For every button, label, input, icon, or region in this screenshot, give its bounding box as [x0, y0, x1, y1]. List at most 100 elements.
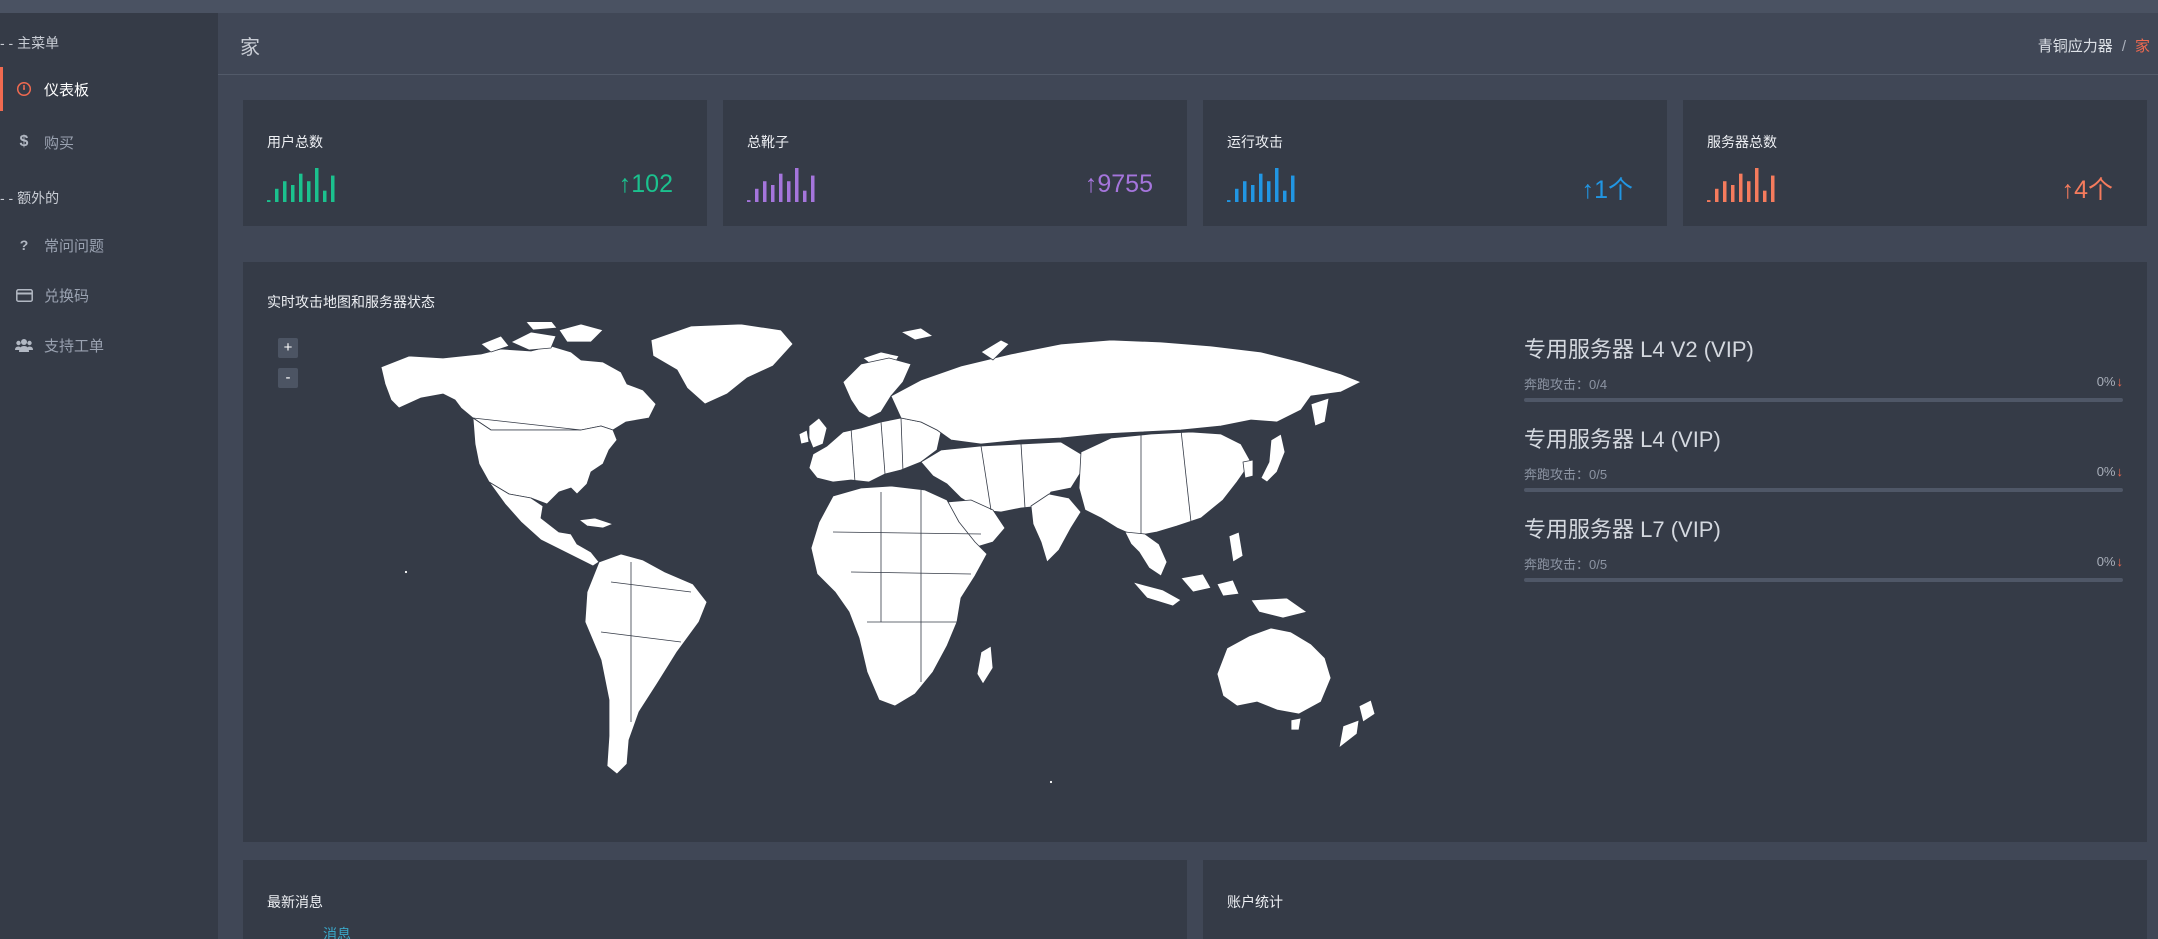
sidebar-item-redeem[interactable]: 兑换码: [0, 273, 218, 317]
server-name: 专用服务器 L4 (VIP): [1524, 427, 1721, 452]
server-status-row: 专用服务器 L4 V2 (VIP) 奔跑攻击：0/4 0%↓: [1524, 332, 2123, 422]
server-load-percent: 0%↓: [2097, 374, 2123, 389]
map-panel-title: 实时攻击地图和服务器状态: [267, 294, 435, 310]
stat-number: 1个: [1594, 176, 1633, 204]
sidebar-section-main: - - 主菜单: [0, 35, 60, 51]
sidebar-item-label: 购买: [44, 134, 75, 152]
sidebar-item-faq[interactable]: ? 常问问题: [0, 223, 218, 267]
server-load-bar: [1524, 488, 2123, 492]
arrow-up-icon: ↑: [618, 170, 632, 198]
breadcrumb-root[interactable]: 青铜应力器: [2037, 38, 2113, 55]
map-region-australia: [1216, 627, 1332, 715]
map-region-arctic-islands-3: [480, 335, 510, 353]
stat-title: 服务器总数: [1707, 134, 1777, 150]
map-region-new-zealand-north: [1358, 699, 1376, 723]
world-map[interactable]: [381, 322, 1381, 842]
dollar-icon: $: [19, 133, 29, 150]
server-percent-value: 0%: [2096, 464, 2116, 479]
spark-bar: [1715, 188, 1719, 202]
map-region-islands-south: [1049, 780, 1053, 784]
spark-bar: [1771, 175, 1775, 202]
spark-bar: [1283, 190, 1287, 202]
sidebar-item-support[interactable]: 支持工单: [0, 323, 218, 367]
spark-bar: [1755, 168, 1759, 202]
sidebar-item-label: 支持工单: [44, 337, 105, 355]
news-item[interactable]: 消息: [323, 926, 351, 939]
map-region-europe: [808, 417, 942, 483]
map-region-indonesia-1: [1132, 581, 1182, 607]
sidebar-section-extra: - - 额外的: [0, 190, 60, 206]
spark-bar: [291, 185, 295, 202]
map-borders: [472, 417, 1192, 722]
map-region-svalbard: [900, 327, 934, 341]
arrow-up-icon: ↑: [2061, 176, 2075, 204]
spark-bar: [1739, 173, 1743, 202]
spark-bar: [283, 181, 287, 202]
stat-card-boots: 总靴子 ↑9755: [723, 100, 1187, 226]
users-icon: [12, 338, 36, 352]
server-status-list: 专用服务器 L4 V2 (VIP) 奔跑攻击：0/4 0%↓ 专用服务器 L4 …: [1524, 332, 2123, 602]
spark-bar: [1723, 181, 1727, 202]
sidebar-item-label: 兑换码: [44, 287, 90, 305]
server-percent-value: 0%: [2096, 374, 2116, 389]
credit-card-icon: [12, 288, 36, 302]
server-load-percent: 0%↓: [2097, 554, 2123, 569]
zoom-in-button[interactable]: +: [278, 338, 298, 358]
stat-value: ↑4个: [2062, 170, 2113, 206]
sparkline-chart: [747, 168, 815, 202]
sidebar-item-purchase[interactable]: $ 购买: [0, 120, 218, 164]
arrow-up-icon: ↑: [1581, 176, 1595, 204]
stat-card-users: 用户总数 ↑102: [243, 100, 707, 226]
map-region-caribbean: [578, 517, 614, 529]
stat-card-servers: 服务器总数 ↑4个: [1683, 100, 2147, 226]
sparkline-chart: [267, 168, 335, 202]
map-region-madagascar: [976, 645, 994, 685]
map-region-africa: [810, 485, 988, 707]
breadcrumb: 青铜应力器 / 家: [2038, 35, 2150, 56]
server-name: 专用服务器 L4 V2 (VIP): [1524, 337, 1754, 362]
map-region-russia: [890, 339, 1362, 445]
question-icon: ?: [19, 237, 29, 253]
spark-bar: [779, 173, 783, 202]
map-region-korea: [1242, 459, 1254, 479]
map-region-uk: [808, 417, 828, 449]
stat-card-running-attacks: 运行攻击 ↑1个: [1203, 100, 1667, 226]
server-load-bar: [1524, 578, 2123, 582]
server-percent-value: 0%: [2096, 554, 2116, 569]
map-region-hawaii: [404, 570, 408, 574]
sidebar-item-label: 仪表板: [44, 81, 90, 99]
spark-bar: [275, 188, 279, 202]
stat-value: ↑9755: [1085, 170, 1153, 199]
spark-bar: [1235, 188, 1239, 202]
account-panel-title: 账户统计: [1227, 894, 1283, 910]
spark-bar: [1243, 181, 1247, 202]
map-region-japan: [1260, 433, 1286, 483]
server-status-row: 专用服务器 L4 (VIP) 奔跑攻击：0/5 0%↓: [1524, 422, 2123, 512]
map-region-mexico: [488, 481, 600, 567]
stat-number: 102: [631, 170, 673, 198]
spark-bar: [795, 168, 799, 202]
sparkline-chart: [1707, 168, 1775, 202]
map-region-new-zealand-south: [1338, 719, 1360, 749]
spark-bar: [1267, 181, 1271, 202]
sidebar-item-dashboard[interactable]: 仪表板: [0, 67, 218, 111]
breadcrumb-separator: /: [2121, 38, 2126, 55]
attack-map-panel: 实时攻击地图和服务器状态 + -: [243, 262, 2147, 842]
spark-bar: [331, 175, 335, 202]
server-running-attacks: 奔跑攻击：0/4: [1524, 377, 1608, 392]
sparkline-chart: [1227, 168, 1295, 202]
stat-number: 4个: [2074, 176, 2113, 204]
spark-bar: [771, 185, 775, 202]
server-name: 专用服务器 L7 (VIP): [1524, 517, 1721, 542]
map-region-indonesia-3: [1216, 579, 1240, 597]
news-panel-title: 最新消息: [267, 894, 323, 910]
account-stats-panel: 账户统计: [1203, 860, 2147, 939]
arrow-down-icon: ↓: [2116, 464, 2124, 479]
spark-bar: [267, 200, 271, 202]
spark-bar: [1707, 200, 1711, 202]
map-region-philippines: [1228, 531, 1244, 563]
stat-title: 总靴子: [747, 134, 789, 150]
page-title: 家: [240, 37, 260, 59]
sidebar-item-label: 常问问题: [44, 237, 105, 255]
zoom-out-button[interactable]: -: [278, 368, 298, 388]
